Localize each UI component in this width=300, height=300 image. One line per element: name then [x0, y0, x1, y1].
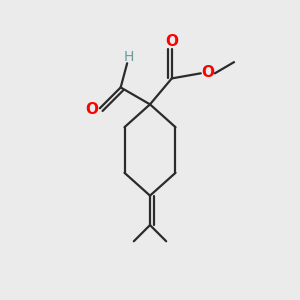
- Text: O: O: [201, 65, 214, 80]
- Text: O: O: [165, 34, 178, 49]
- Text: O: O: [85, 102, 98, 117]
- Text: H: H: [123, 50, 134, 64]
